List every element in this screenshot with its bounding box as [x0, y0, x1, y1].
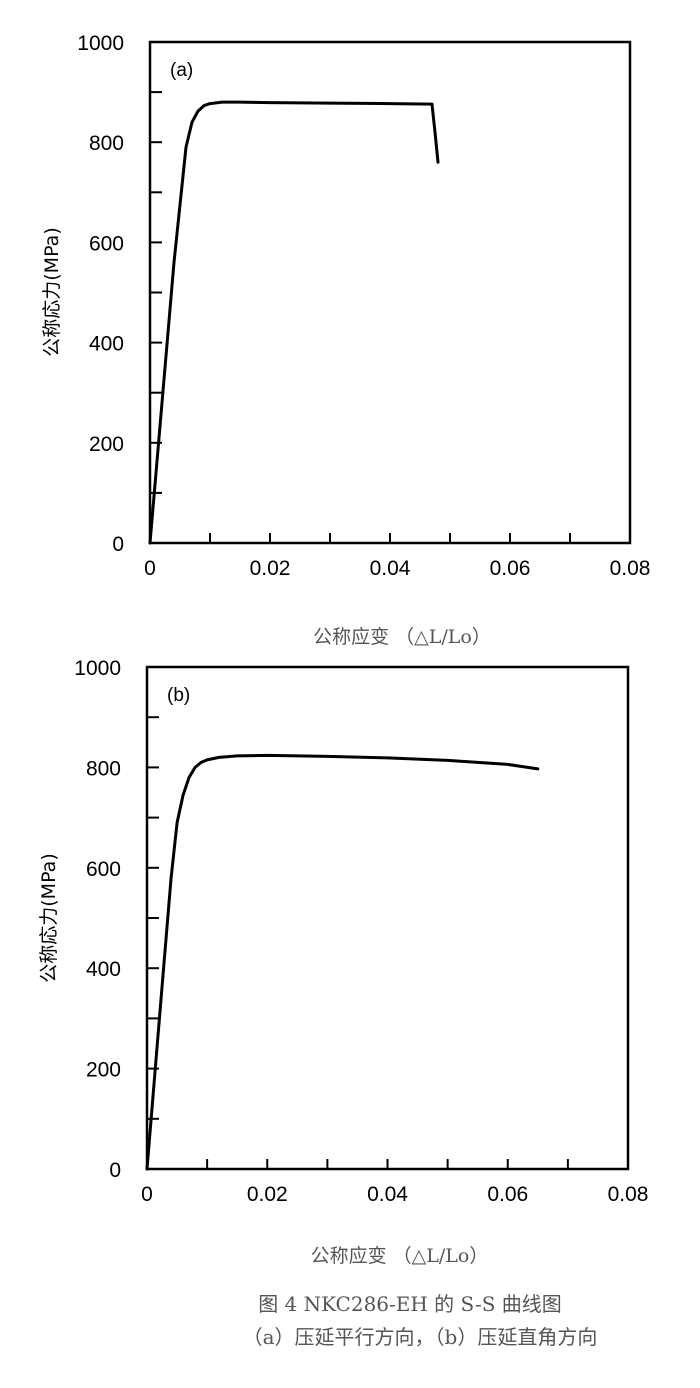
y-tick-label: 400 [86, 958, 121, 981]
stress-strain-curve [148, 100, 440, 545]
y-axis-label: 公称応力(MPa) [41, 227, 63, 356]
x-tick-label: 0.02 [247, 1183, 288, 1206]
y-tick-label: 800 [89, 132, 124, 155]
plot-frame [145, 665, 630, 1171]
x-axis-label: 公称应变 （△L/Lo） [313, 626, 491, 648]
panel-label: (a) [170, 60, 193, 81]
y-tick-label: 200 [86, 1059, 121, 1082]
x-tick-label: 0.04 [370, 557, 411, 580]
x-tick-label: 0 [144, 557, 156, 580]
panel-label: (b) [167, 685, 190, 706]
x-tick-label: 0.02 [250, 557, 291, 580]
x-tick-label: 0.06 [490, 557, 531, 580]
chart-panel-b: 0 0.02 0.04 0.06 0.08 0 200 400 600 800 1000 公称应变 （… [38, 657, 648, 1267]
x-tick-label: 0.08 [610, 557, 651, 580]
x-tick-label: 0 [141, 1183, 153, 1206]
y-tick-label: 600 [89, 232, 124, 255]
y-axis-label: 公称応力(MPa) [38, 853, 60, 982]
x-axis-label: 公称应变 （△L/Lo） [311, 1245, 489, 1267]
y-tick-label: 400 [89, 333, 124, 356]
x-tick-label: 0.06 [487, 1183, 528, 1206]
figure-caption-title: 图 4 NKC286-EH 的 S-S 曲线图 [258, 1292, 562, 1316]
figure-caption-subtitle: （a）压延平行方向，（b）压延直角方向 [243, 1325, 598, 1349]
y-tick-label: 800 [86, 757, 121, 780]
y-tick-label: 0 [109, 1159, 121, 1182]
y-tick-label: 1000 [74, 657, 121, 680]
stress-strain-curve [145, 753, 540, 1171]
y-tick-label: 1000 [77, 32, 124, 55]
y-tick-label: 0 [112, 533, 124, 556]
x-tick-label: 0.04 [367, 1183, 408, 1206]
y-tick-label: 200 [89, 433, 124, 456]
y-tick-label: 600 [86, 858, 121, 881]
x-tick-label: 0.08 [608, 1183, 649, 1206]
chart-panel-a: 0 0.02 0.04 0.06 0.08 0 200 400 600 800 1000 公称应变 （… [41, 32, 650, 648]
plot-frame [148, 40, 632, 545]
